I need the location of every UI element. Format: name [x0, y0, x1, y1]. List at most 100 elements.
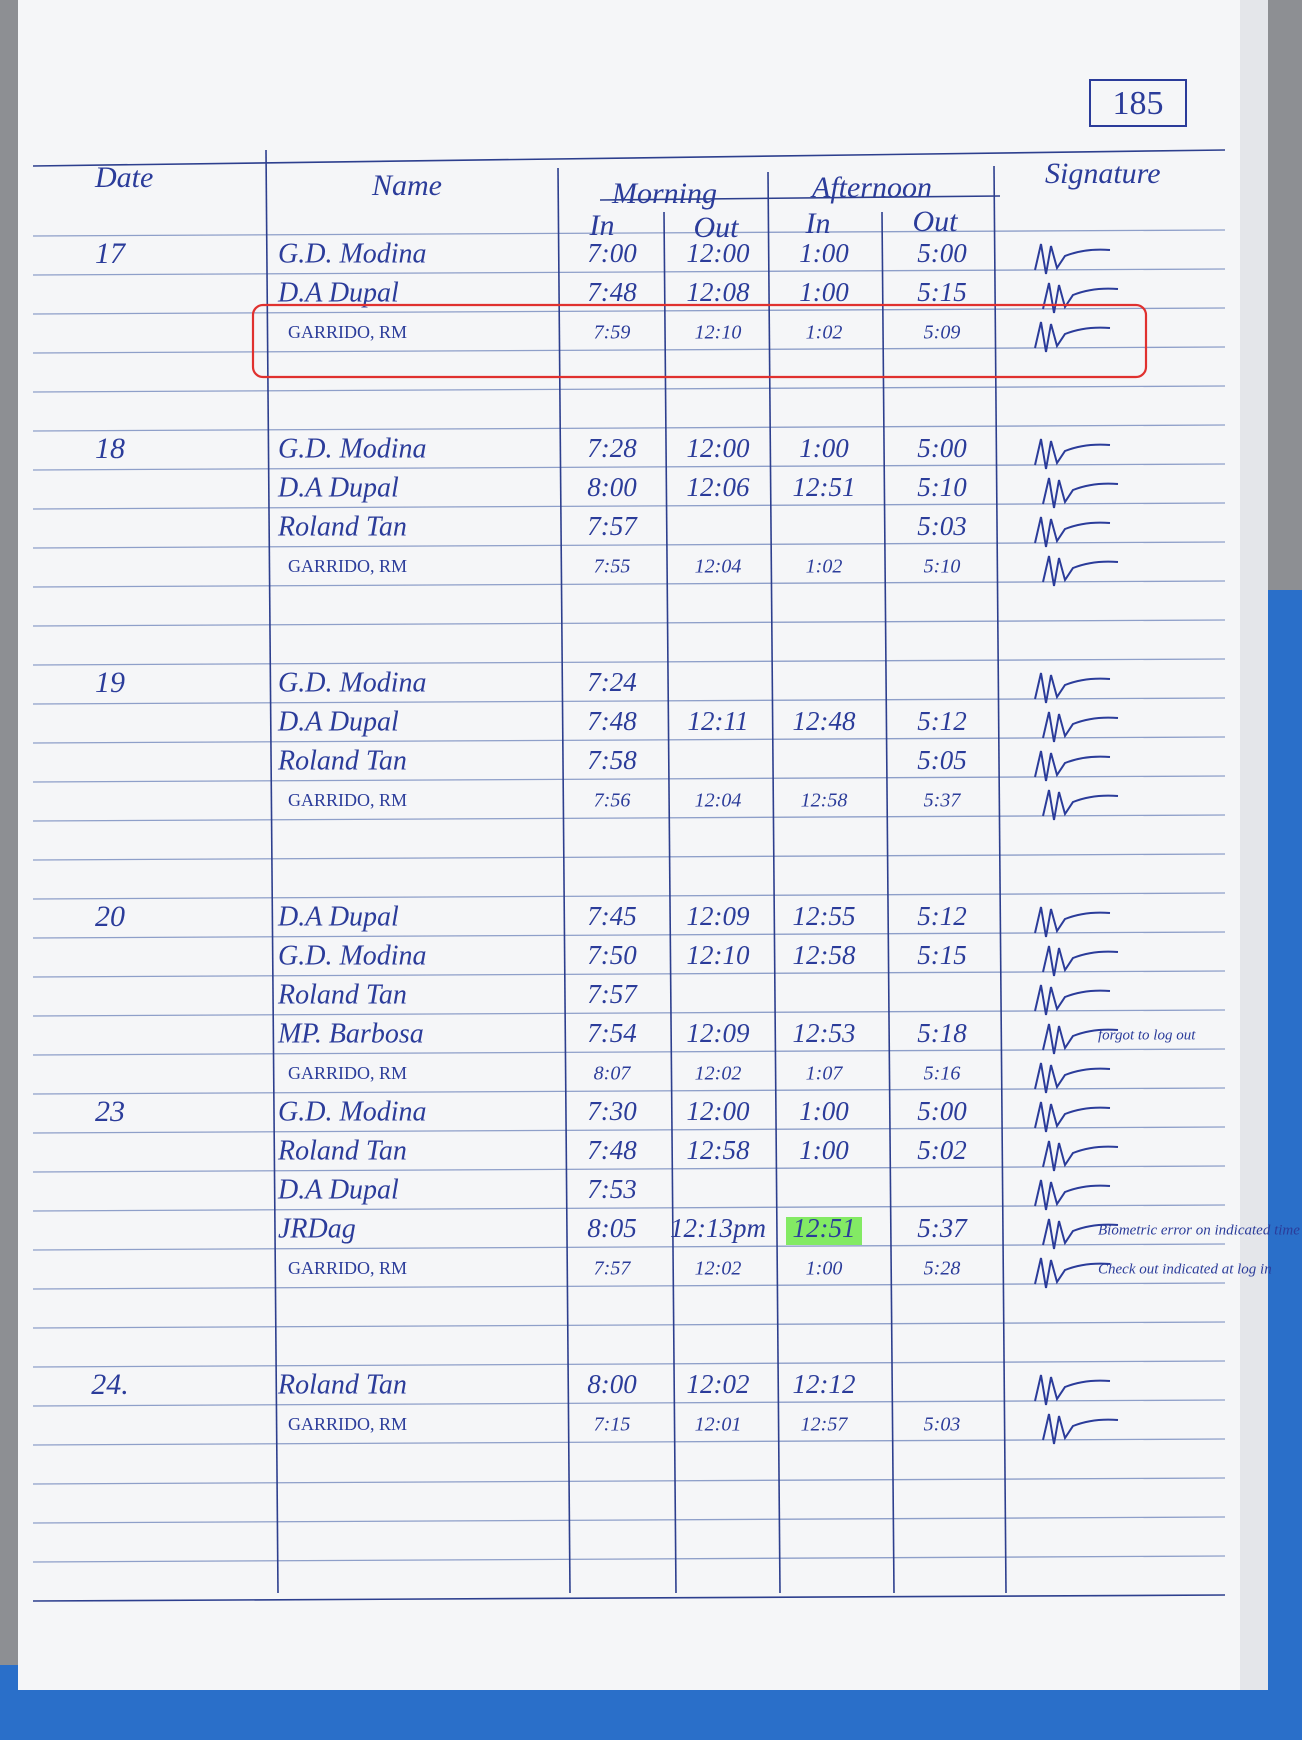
time-cell: 8:07: [594, 1063, 632, 1085]
rule: [32, 307, 1226, 315]
time-cell: 12:00: [687, 433, 750, 463]
time-cell: 1:02: [806, 322, 843, 344]
rule: [32, 385, 1226, 393]
rule: [32, 1516, 1226, 1524]
time-cell: 5:28: [924, 1258, 961, 1280]
entry-name: G.D. Modina: [278, 238, 427, 269]
time-cell: 7:15: [594, 1414, 631, 1436]
time-cell: 1:02: [806, 556, 843, 578]
header-pm-in: In: [805, 207, 831, 240]
header-name: Name: [371, 169, 442, 202]
time-cell: 12:13pm: [670, 1213, 766, 1243]
time-cell: 8:00: [587, 472, 637, 502]
table-header: Date Name Morning Afternoon Signature In…: [94, 157, 1161, 244]
rule: [32, 1165, 1226, 1173]
highlighter: [786, 1217, 862, 1245]
time-cell: 5:10: [924, 556, 961, 578]
time-cell: 12:55: [793, 901, 856, 931]
signature: [1034, 321, 1111, 353]
entry-name: G.D. Modina: [278, 667, 427, 698]
rule: [32, 1477, 1226, 1485]
time-cell: 12:04: [695, 790, 742, 812]
page-number-box: [1089, 79, 1187, 127]
table-body: 17 G.D. Modina 7:00 12:00 1:00 5:00 D.A Dupal 7…: [91, 237, 1300, 1445]
time-cell: 1:00: [799, 277, 849, 307]
time-cell: 12:06: [687, 472, 750, 502]
time-cell: 12:00: [687, 238, 750, 268]
time-cell: 5:09: [924, 322, 961, 344]
entry-name: GARRIDO, RM: [288, 1414, 407, 1434]
time-cell: 5:15: [917, 277, 967, 307]
header-am-in: In: [589, 209, 615, 242]
time-cell: 7:54: [587, 1018, 637, 1048]
rule: [32, 970, 1226, 978]
rule: [32, 697, 1226, 705]
entry-name: G.D. Modina: [278, 433, 427, 464]
signature: [1034, 984, 1111, 1016]
signature: [1034, 1374, 1111, 1406]
time-cell: 12:48: [793, 706, 856, 736]
time-cell: 12:04: [695, 556, 742, 578]
time-cell: 5:00: [917, 238, 967, 268]
time-cell: 5:00: [917, 1096, 967, 1126]
signature: [1042, 282, 1119, 314]
time-cell: 5:37: [924, 790, 962, 812]
entry-name: D.A Dupal: [277, 706, 399, 737]
entry-name: G.D. Modina: [278, 1096, 427, 1127]
time-cell: 7:53: [587, 1174, 637, 1204]
rule: [32, 853, 1226, 861]
rule: [32, 1438, 1226, 1446]
signature: [1034, 1101, 1111, 1133]
time-cell: 5:03: [924, 1414, 961, 1436]
rule: [32, 424, 1226, 432]
signature: [1034, 672, 1111, 704]
entry-name: Roland Tan: [277, 1135, 407, 1166]
time-cell: 5:10: [917, 472, 967, 502]
rule: [32, 1204, 1226, 1212]
date: 19: [95, 666, 125, 699]
signature: [1034, 1257, 1111, 1289]
rule: [32, 1321, 1226, 1329]
signature: [1042, 1413, 1119, 1445]
note: Biometric error on indicated time: [1098, 1222, 1300, 1238]
time-cell: 12:51: [793, 1213, 856, 1243]
entry-name: D.A Dupal: [277, 472, 399, 503]
time-cell: 7:58: [587, 745, 637, 775]
date: 17: [95, 237, 127, 270]
rule: [32, 775, 1226, 783]
time-cell: 5:00: [917, 433, 967, 463]
rule: [32, 1087, 1226, 1095]
time-cell: 12:11: [688, 706, 749, 736]
note: Check out indicated at log in: [1098, 1261, 1272, 1277]
entry-name: D.A Dupal: [277, 901, 399, 932]
time-cell: 7:45: [587, 901, 637, 931]
header-pm-out: Out: [913, 205, 959, 238]
time-cell: 12:00: [687, 1096, 750, 1126]
time-cell: 12:02: [687, 1369, 750, 1399]
entry-name: Roland Tan: [277, 979, 407, 1010]
entry-name: D.A Dupal: [277, 1174, 399, 1205]
time-cell: 7:00: [587, 238, 637, 268]
time-cell: 12:09: [687, 901, 750, 931]
rule: [32, 463, 1226, 471]
column-line: [599, 195, 1001, 201]
time-cell: 7:48: [587, 706, 637, 736]
signature: [1042, 477, 1119, 509]
entry-name: GARRIDO, RM: [288, 556, 407, 576]
page-edges: [1240, 0, 1268, 1690]
rule: [32, 736, 1226, 744]
time-cell: 8:05: [587, 1213, 637, 1243]
rule: [32, 1399, 1226, 1407]
highlight-box: [251, 303, 1148, 379]
entry-name: MP. Barbosa: [277, 1018, 424, 1049]
rule: [32, 1126, 1226, 1134]
time-cell: 1:00: [799, 1135, 849, 1165]
rule: [32, 1243, 1226, 1251]
page-number: 185: [1113, 85, 1164, 122]
signature: [1034, 516, 1111, 548]
time-cell: 7:24: [587, 667, 637, 697]
time-cell: 5:05: [917, 745, 967, 775]
date: 23: [95, 1095, 125, 1128]
rule: [32, 502, 1226, 510]
time-cell: 12:51: [793, 472, 856, 502]
